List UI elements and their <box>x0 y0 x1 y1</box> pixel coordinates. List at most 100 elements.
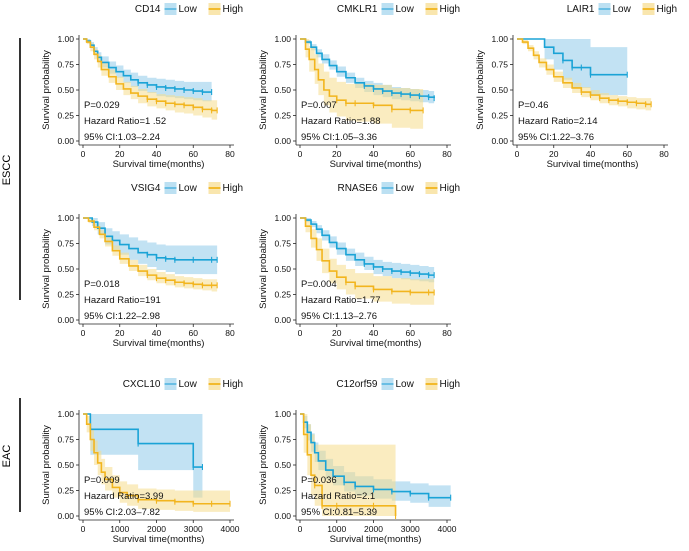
y-axis-label: Survival probability <box>258 425 269 505</box>
legend-label-low: Low <box>396 183 415 194</box>
legend-label-low: Low <box>179 183 198 194</box>
eac-label: EAC <box>1 445 13 468</box>
confidence-interval-text: 95% CI:1.05–3.36 <box>301 132 377 143</box>
group-label-eac: EAC <box>1 398 21 512</box>
panel-title: RNASE6 <box>337 183 377 194</box>
y-tick-label: 1.00 <box>57 213 74 223</box>
x-tick-label: 0 <box>298 328 303 338</box>
y-tick-label: 0.50 <box>274 460 291 470</box>
y-axis-label: Survival probability <box>41 50 52 130</box>
y-tick-label: 0.75 <box>57 60 74 70</box>
group-label-escc: ESCC <box>1 38 21 300</box>
escc-label: ESCC <box>1 155 13 186</box>
y-tick-label: 0.50 <box>57 264 74 274</box>
y-tick-label: 0.00 <box>491 136 508 146</box>
panel-title: CXCL10 <box>123 379 161 390</box>
legend-label-high: High <box>440 379 461 390</box>
y-tick-label: 0.75 <box>274 435 291 445</box>
legend-box-low <box>381 378 394 390</box>
p-value-text: P=0.46 <box>518 100 548 111</box>
x-tick-label: 60 <box>623 149 633 159</box>
x-tick-label: 20 <box>332 328 342 338</box>
km-panel-c12orf59: C12orf59 Low High 0.00 0.25 0.50 0.75 1.00 0 1000… <box>258 378 460 545</box>
y-tick-label: 1.00 <box>57 409 74 419</box>
x-axis-label: Survival time(months) <box>547 159 639 170</box>
y-tick-label: 0.00 <box>57 511 74 521</box>
x-tick-label: 40 <box>369 328 379 338</box>
x-tick-label: 1000 <box>327 524 346 534</box>
x-tick-label: 40 <box>369 149 379 159</box>
legend-box-low <box>381 182 394 194</box>
y-tick-label: 0.50 <box>57 85 74 95</box>
hazard-ratio-text: Hazard Ratio=1.77 <box>301 295 380 306</box>
x-tick-label: 60 <box>406 328 416 338</box>
survival-curve-low <box>517 38 628 76</box>
y-axis-label: Survival probability <box>258 50 269 130</box>
km-panel-cmklr1: CMKLR1 Low High 0.00 0.25 0.50 0.75 1.00 0 20 40 60… <box>258 3 460 170</box>
y-tick-label: 0.25 <box>491 111 508 121</box>
confidence-interval-text: 95% CI:1.03–2.24 <box>84 132 160 143</box>
y-tick-label: 0.25 <box>274 111 291 121</box>
survival-curve-low <box>300 413 451 499</box>
y-tick-label: 0.75 <box>57 435 74 445</box>
legend-box-low <box>164 182 177 194</box>
legend-label-high: High <box>657 4 678 15</box>
p-value-text: P=0.018 <box>84 279 120 290</box>
ci-band-low <box>83 39 212 102</box>
km-panel-vsig4: VSIG4 Low High 0.00 0.25 0.50 0.75 1.00 0 20 40 60 8… <box>41 182 243 349</box>
y-tick-label: 0.00 <box>57 136 74 146</box>
panel-title: C12orf59 <box>336 379 378 390</box>
km-panel-lair1: LAIR1 Low High 0.00 0.25 0.50 0.75 1.00 0 20 40 60 8… <box>475 3 677 170</box>
ci-band-high <box>83 39 218 120</box>
legend-label-high: High <box>440 4 461 15</box>
legend-label-low: Low <box>396 379 415 390</box>
p-value-text: P=0.004 <box>301 279 337 290</box>
y-tick-label: 0.50 <box>274 85 291 95</box>
ci-band-high <box>300 414 396 516</box>
y-axis-label: Survival probability <box>41 425 52 505</box>
y-tick-label: 0.25 <box>274 290 291 300</box>
x-tick-label: 0 <box>81 524 86 534</box>
km-panel-cxcl10: CXCL10 Low High 0.00 0.25 0.50 0.75 1.00 0 1000 20… <box>41 378 243 545</box>
x-tick-label: 3000 <box>184 524 203 534</box>
x-tick-label: 80 <box>442 149 452 159</box>
hazard-ratio-text: Hazard Ratio=1 .52 <box>84 116 166 127</box>
y-tick-label: 1.00 <box>274 409 291 419</box>
legend-label-high: High <box>223 379 244 390</box>
y-tick-label: 0.75 <box>274 60 291 70</box>
ci-band-low <box>83 414 203 498</box>
y-tick-label: 0.25 <box>57 486 74 496</box>
x-tick-label: 20 <box>115 149 125 159</box>
x-tick-label: 20 <box>549 149 559 159</box>
p-value-text: P=0.007 <box>301 100 337 111</box>
hazard-ratio-text: Hazard Ratio=1.88 <box>301 116 380 127</box>
km-panel-cd14: CD14 Low High 0.00 0.25 0.50 0.75 1.00 0 20 40 60 80… <box>41 3 243 170</box>
y-tick-label: 0.00 <box>274 136 291 146</box>
y-axis-label: Survival probability <box>475 50 486 130</box>
survival-curve-low <box>300 38 435 99</box>
confidence-interval-text: 95% CI:1.13–2.76 <box>301 311 377 322</box>
y-tick-label: 0.25 <box>57 111 74 121</box>
survival-curve-high <box>300 413 397 516</box>
km-panel-rnase6: RNASE6 Low High 0.00 0.25 0.50 0.75 1.00 0 20 40 60… <box>258 182 460 349</box>
legend-label-low: Low <box>613 4 632 15</box>
survival-curve-low <box>83 413 203 468</box>
x-axis-label: Survival time(months) <box>330 534 422 545</box>
x-tick-label: 20 <box>115 328 125 338</box>
y-axis-label: Survival probability <box>258 229 269 309</box>
x-tick-label: 60 <box>189 328 199 338</box>
panel-title: CD14 <box>135 4 161 15</box>
x-tick-label: 0 <box>81 328 86 338</box>
y-tick-label: 0.75 <box>57 239 74 249</box>
x-axis-label: Survival time(months) <box>330 159 422 170</box>
legend-label-high: High <box>440 183 461 194</box>
x-tick-label: 60 <box>406 149 416 159</box>
y-axis-label: Survival probability <box>41 229 52 309</box>
panel-title: CMKLR1 <box>337 4 378 15</box>
legend-box-low <box>598 3 611 15</box>
x-axis-label: Survival time(months) <box>113 338 205 349</box>
p-value-text: P=0.036 <box>301 475 337 486</box>
x-tick-label: 40 <box>152 328 162 338</box>
x-tick-label: 80 <box>225 149 235 159</box>
legend-box-low <box>381 3 394 15</box>
